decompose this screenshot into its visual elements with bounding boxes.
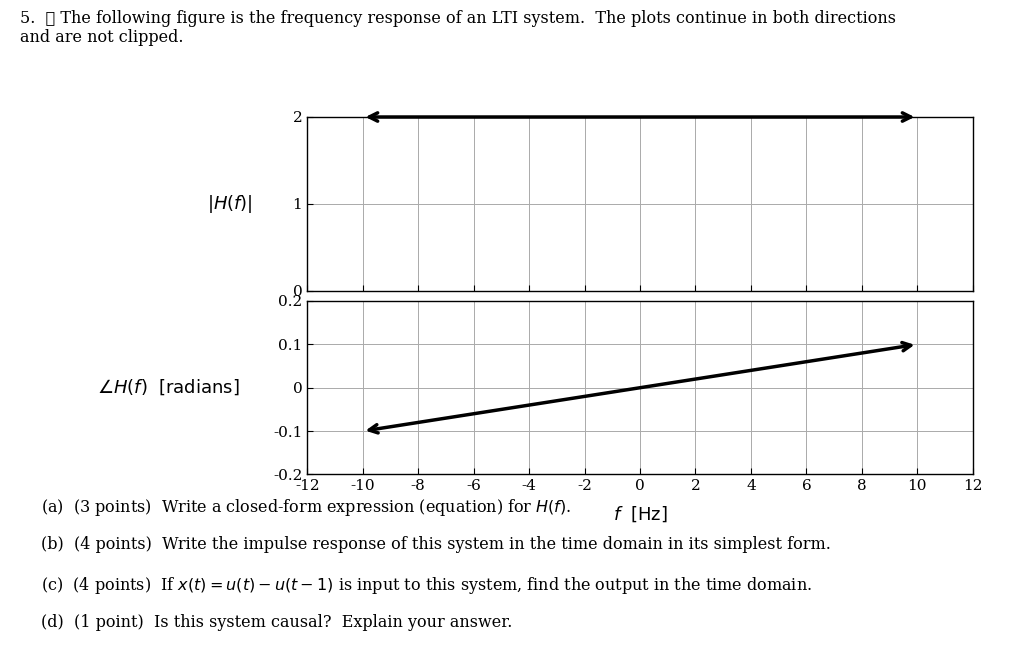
Y-axis label: $|H(f)|$: $|H(f)|$ (207, 193, 253, 214)
Text: and are not clipped.: and are not clipped. (20, 29, 184, 46)
Text: (c)  (4 points)  If $x(t) = u(t) - u(t-1)$ is input to this system, find the out: (c) (4 points) If $x(t) = u(t) - u(t-1)$… (41, 575, 812, 596)
Text: (d)  (1 point)  Is this system causal?  Explain your answer.: (d) (1 point) Is this system causal? Exp… (41, 614, 512, 631)
X-axis label: $f$  [Hz]: $f$ [Hz] (612, 504, 668, 524)
Text: (b)  (4 points)  Write the impulse response of this system in the time domain in: (b) (4 points) Write the impulse respons… (41, 536, 830, 553)
Text: (a)  (3 points)  Write a closed-form expression (equation) for $H(f)$.: (a) (3 points) Write a closed-form expre… (41, 497, 571, 518)
Y-axis label: $\angle H(f)$  [radians]: $\angle H(f)$ [radians] (97, 378, 241, 398)
Text: 5.  ✏ The following figure is the frequency response of an LTI system.  The plot: 5. ✏ The following figure is the frequen… (20, 10, 896, 27)
